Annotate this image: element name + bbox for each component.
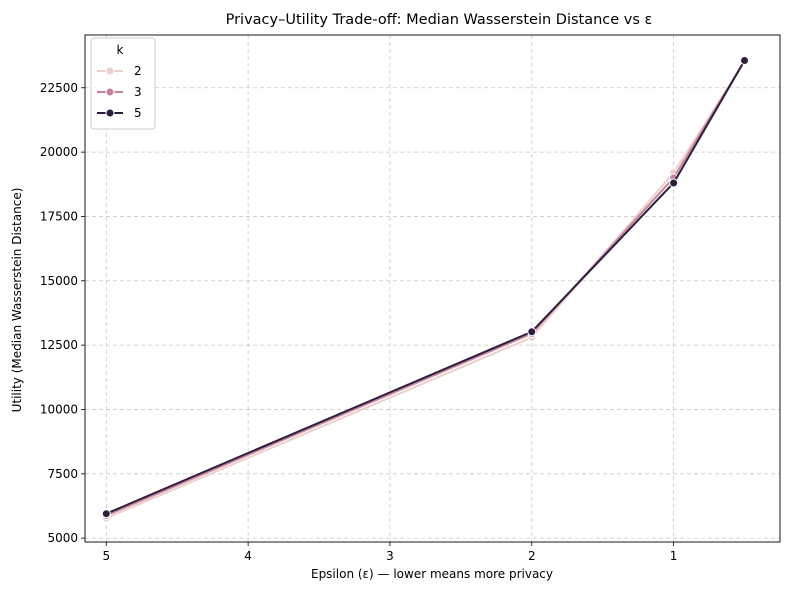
x-tick-label: 2: [528, 549, 536, 563]
x-axis: 5 4 3 2 1: [102, 542, 677, 563]
series-layer: [101, 55, 750, 523]
y-tick-label: 15000: [40, 274, 78, 288]
y-tick-label: 12500: [40, 338, 78, 352]
series-line-k2: [105, 61, 746, 519]
chart-title: Privacy–Utility Trade-off: Median Wasser…: [226, 12, 653, 28]
series-line-k5: [105, 59, 746, 515]
x-tick-label: 3: [386, 549, 394, 563]
legend-box: [90, 37, 156, 130]
series-line-k3: [105, 60, 746, 517]
legend-marker-k3: [105, 87, 115, 97]
y-tick-label: 22500: [40, 81, 78, 95]
y-axis-label: Utility (Median Wasserstein Distance): [10, 188, 24, 413]
data-point-k5: [669, 178, 679, 188]
data-point-k5: [740, 55, 750, 65]
x-tick-label: 4: [244, 549, 252, 563]
data-point-k5: [527, 327, 537, 337]
x-axis-label: Epsilon (ε) — lower means more privacy: [311, 567, 553, 581]
legend-title: k: [117, 43, 124, 57]
x-tick-label: 5: [102, 549, 110, 563]
legend: k 2 3 5: [90, 37, 156, 130]
data-point-k5: [101, 509, 111, 519]
legend-label-k2: 2: [134, 64, 142, 78]
y-tick-label: 20000: [40, 145, 78, 159]
legend-label-k5: 5: [134, 106, 142, 120]
legend-label-k3: 3: [134, 85, 142, 99]
y-tick-label: 7500: [47, 467, 78, 481]
legend-marker-k2: [105, 66, 115, 76]
grid-lines: [85, 35, 780, 542]
y-tick-label: 17500: [40, 209, 78, 223]
y-axis: 5000 7500 10000 12500 15000 17500 20000 22500: [40, 81, 85, 545]
legend-marker-k5: [105, 108, 115, 118]
y-tick-label: 10000: [40, 402, 78, 416]
x-tick-label: 1: [670, 549, 678, 563]
plot-frame: [84, 34, 781, 543]
y-tick-label: 5000: [47, 531, 78, 545]
